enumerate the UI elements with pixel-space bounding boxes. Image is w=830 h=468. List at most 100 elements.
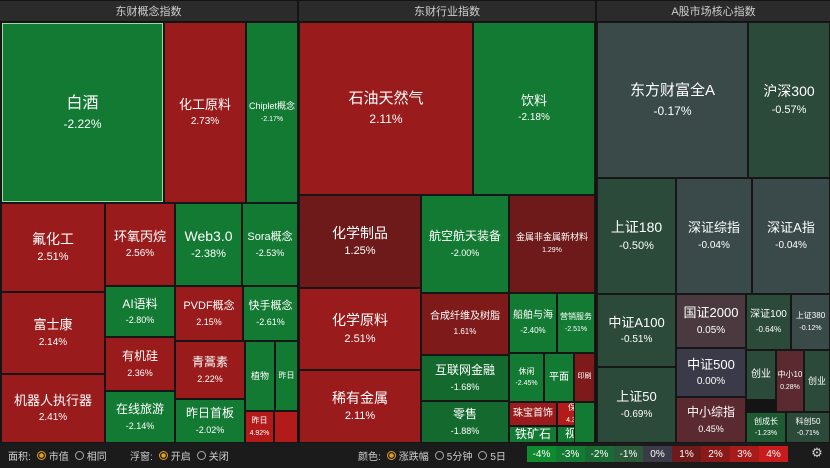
float-on-label[interactable]: 开启 <box>170 452 191 463</box>
heatmap-tile[interactable]: 中小10 0.28% <box>776 350 804 412</box>
tile-change: 1.25% <box>344 245 376 258</box>
color-5min-label[interactable]: 5分钟 <box>446 452 473 463</box>
heatmap-tile[interactable]: 化学原料 2.51% <box>299 288 421 370</box>
color-change-label[interactable]: 涨跌幅 <box>398 452 429 463</box>
heatmap-tile[interactable]: Chiplet概念 -2.17% <box>246 22 298 203</box>
heatmap-tile[interactable]: 珠宝首饰 <box>509 402 557 426</box>
area-equal-label[interactable]: 相同 <box>86 452 107 463</box>
heatmap-tile[interactable]: 零售 -1.88% <box>421 401 509 443</box>
heatmap-tile[interactable] <box>274 411 298 443</box>
heatmap-tile[interactable]: 氟化工 2.51% <box>1 203 105 292</box>
tile-name: 东方财富全A <box>629 81 715 99</box>
heatmap-tile[interactable]: 平面 <box>544 353 574 402</box>
heatmap-tile[interactable]: 化学制品 1.25% <box>299 195 421 288</box>
tile-change: -2.00% <box>450 247 480 258</box>
tile-change: -0.04% <box>698 239 730 251</box>
tile-name: 植物 <box>250 370 269 381</box>
heatmap-tile[interactable]: 快手概念 -2.61% <box>243 286 298 341</box>
heatmap-tile[interactable]: 深证综指 -0.04% <box>676 178 752 294</box>
heatmap-tile[interactable]: 创业 <box>746 350 776 400</box>
heatmap-tile[interactable]: 航空航天装备 -2.00% <box>421 195 509 293</box>
legend-swatch: 1% <box>672 446 701 462</box>
color-5day-label[interactable]: 5日 <box>490 452 506 463</box>
color-5day-radio[interactable] <box>478 451 488 460</box>
heatmap-tile[interactable]: 化工原料 2.73% <box>164 22 246 203</box>
heatmap-tile[interactable]: 创成长 -1.23% <box>746 412 786 443</box>
heatmap-tile[interactable]: 富士康 2.14% <box>1 292 105 374</box>
tile-change: -2.14% <box>125 420 155 431</box>
tile-change: -2.51% <box>564 325 588 333</box>
tile-name: 合成纤维及树脂 <box>430 311 500 323</box>
heatmap-tile[interactable]: 深证A指 -0.04% <box>752 178 830 294</box>
tile-change: 0.28% <box>780 383 800 391</box>
heatmap-tile[interactable]: Web3.0 -2.38% <box>175 203 242 286</box>
heatmap-tile[interactable]: 有机硅 2.36% <box>105 337 175 391</box>
color-option-group: 颜色: 涨跌幅 5分钟 5日 <box>358 443 506 468</box>
tile-name: 环氧丙烷 <box>113 228 166 244</box>
heatmap-tile[interactable]: 中证A100 -0.51% <box>597 294 676 367</box>
color-change-radio[interactable] <box>386 451 396 460</box>
heatmap-tile[interactable] <box>574 402 595 443</box>
heatmap-tile[interactable]: PVDF概念 2.15% <box>175 286 243 341</box>
tile-name: 科创50 <box>795 416 821 426</box>
tile-change: 2.73% <box>190 116 220 128</box>
heatmap-tile[interactable]: 东方财富全A -0.17% <box>597 22 748 178</box>
heatmap-tile[interactable]: 中小综指 0.45% <box>676 397 746 443</box>
gear-icon[interactable]: ⚙ <box>811 445 823 460</box>
heatmap-tile[interactable]: 在线旅游 -2.14% <box>105 391 175 443</box>
tile-name: 青蒿素 <box>191 355 228 370</box>
heatmap-tile[interactable]: 青蒿素 2.22% <box>175 341 245 399</box>
heatmap-tile[interactable]: 印刷 <box>574 353 595 402</box>
heatmap-tile[interactable]: 金属非金属新材料 1.29% <box>509 195 595 293</box>
tile-name: 化工原料 <box>178 96 231 112</box>
tile-change: -1.23% <box>754 430 778 438</box>
legend-swatch: -2% <box>585 446 614 462</box>
tile-change: 2.51% <box>37 251 69 264</box>
tile-change: 0.45% <box>698 423 724 434</box>
heatmap-tile[interactable]: 国证2000 0.05% <box>676 294 746 348</box>
tile-change: -2.38% <box>191 248 226 261</box>
heatmap-tile[interactable]: 昨日 4.92% <box>245 411 274 443</box>
heatmap-tile[interactable]: Sora概念 -2.53% <box>242 203 298 286</box>
area-marketcap-label[interactable]: 市值 <box>48 452 69 463</box>
heatmap-tile[interactable]: 昨日首板 -2.02% <box>175 399 245 443</box>
heatmap-tile[interactable]: 饮料 -2.18% <box>473 22 595 195</box>
heatmap-tile[interactable]: 沪深300 -0.57% <box>748 22 830 178</box>
heatmap-tile[interactable]: 上证380 -0.12% <box>791 294 830 350</box>
heatmap-tile[interactable]: 科创50 -0.71% <box>786 412 830 443</box>
heatmap-tile[interactable]: 上证180 -0.50% <box>597 178 676 294</box>
heatmap-tile[interactable]: AI语料 -2.80% <box>105 286 175 337</box>
tile-change: 2.56% <box>125 248 155 260</box>
float-on-radio[interactable] <box>158 451 168 460</box>
tile-name: 创成长 <box>754 416 778 426</box>
color-5min-radio[interactable] <box>434 451 444 460</box>
heatmap-tile[interactable]: 植物 <box>245 341 275 411</box>
heatmap-tile[interactable]: 昨日 <box>275 341 298 411</box>
tile-change: 2.36% <box>127 367 153 378</box>
heatmap-tile[interactable]: 营销服务 -2.51% <box>557 293 595 353</box>
area-equal-radio[interactable] <box>74 451 84 460</box>
tile-name: 上证380 <box>795 311 826 320</box>
float-off-label[interactable]: 关闭 <box>208 452 229 463</box>
heatmap-tile[interactable]: 上证50 -0.69% <box>597 367 676 443</box>
float-off-radio[interactable] <box>196 451 206 460</box>
tile-change: -2.18% <box>518 112 550 124</box>
area-marketcap-radio[interactable] <box>36 451 46 460</box>
heatmap-tile[interactable]: 中证500 0.00% <box>676 348 746 397</box>
tile-name: 昨日 <box>251 416 268 425</box>
heatmap-tile[interactable]: 铁矿石 <box>509 426 557 443</box>
heatmap-tile[interactable]: 环氧丙烷 2.56% <box>105 203 175 286</box>
heatmap-tile[interactable]: 石油天然气 2.11% <box>299 22 473 195</box>
tile-change: -2.45% <box>515 380 538 388</box>
heatmap-tile[interactable]: 机器人执行器 2.41% <box>1 374 105 443</box>
heatmap-tile[interactable]: 合成纤维及树脂 1.61% <box>421 293 509 355</box>
heatmap-tile[interactable]: 深证100 -0.64% <box>746 294 791 350</box>
heatmap-tile[interactable]: 白酒 -2.22% <box>1 22 164 203</box>
heatmap-tile[interactable]: 稀有金属 2.11% <box>299 370 421 443</box>
tile-name: 上证50 <box>616 389 657 405</box>
heatmap-tile[interactable]: 创业 <box>804 350 830 412</box>
heatmap-tile[interactable]: 休闲 -2.45% <box>509 353 544 402</box>
heatmap-tile[interactable]: 船舶与海 -2.40% <box>509 293 557 353</box>
heatmap-tile[interactable]: 互联网金融 -1.68% <box>421 355 509 401</box>
tile-change: -0.51% <box>620 334 653 346</box>
